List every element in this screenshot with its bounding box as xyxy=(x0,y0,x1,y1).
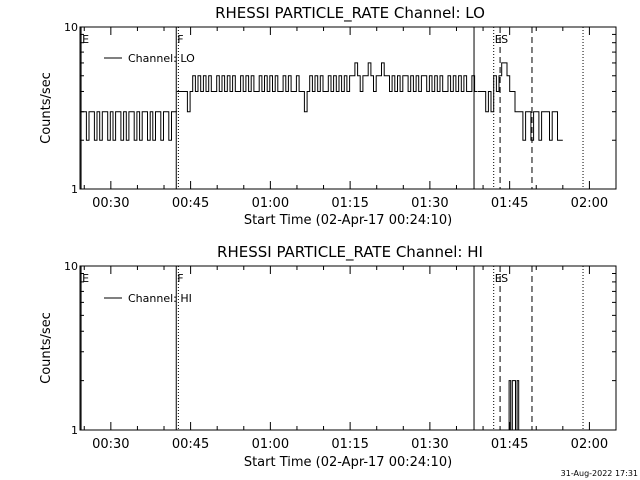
x-tick-label: 01:00 xyxy=(252,196,289,211)
x-axis-label: Start Time (02-Apr-17 00:24:10) xyxy=(244,455,452,470)
y-axis-label: Counts/sec xyxy=(39,72,54,144)
x-tick-label: 02:00 xyxy=(571,437,608,452)
y-axis-ticks: 1 10 xyxy=(64,21,616,196)
x-tick-label: 00:30 xyxy=(92,437,129,452)
x-tick-label: 01:15 xyxy=(331,437,368,452)
marker-label: E xyxy=(82,272,89,285)
x-tick-label: 02:00 xyxy=(571,196,608,211)
series-line xyxy=(507,380,521,431)
x-tick-label: 00:30 xyxy=(92,196,129,211)
x-tick-label: 00:45 xyxy=(172,437,209,452)
x-tick-label: 01:45 xyxy=(491,437,528,452)
x-tick-label: 01:45 xyxy=(491,196,528,211)
plot-frame xyxy=(79,26,617,190)
y-tick-label: 10 xyxy=(64,21,78,34)
chart-title: RHESSI PARTICLE_RATE Channel: LO xyxy=(215,4,485,23)
series-group xyxy=(507,380,521,431)
marker-label: E xyxy=(495,33,502,46)
x-tick-label: 01:15 xyxy=(331,196,368,211)
x-axis-label: Start Time (02-Apr-17 00:24:10) xyxy=(244,213,452,228)
plot-frame xyxy=(79,265,617,431)
x-tick-label: 00:45 xyxy=(172,196,209,211)
marker-label: F xyxy=(177,272,183,285)
y-tick-label: 10 xyxy=(64,260,78,273)
series-line xyxy=(176,62,478,113)
footer-timestamp: 31-Aug-2022 17:31 xyxy=(561,469,638,478)
x-tick-label: 01:30 xyxy=(411,196,448,211)
y-axis-ticks: 1 10 xyxy=(64,260,616,437)
marker-label: S xyxy=(501,33,508,46)
y-tick-label: 1 xyxy=(71,424,78,437)
x-axis-ticks: 00:30 00:45 01:00 01:15 01:30 01:45 02:00 xyxy=(83,266,608,452)
x-tick-label: 01:30 xyxy=(411,437,448,452)
marker-label: E xyxy=(82,33,89,46)
chart-title: RHESSI PARTICLE_RATE Channel: HI xyxy=(217,243,483,262)
marker-label: E xyxy=(495,272,502,285)
x-tick-label: 01:00 xyxy=(252,437,289,452)
x-axis-ticks: 00:30 00:45 01:00 01:15 01:30 01:45 02:00 xyxy=(83,27,608,211)
series-line xyxy=(477,62,563,141)
legend-label: Channel: HI xyxy=(128,292,192,305)
marker-label: S xyxy=(501,272,508,285)
series-line xyxy=(81,111,177,141)
y-tick-label: 1 xyxy=(71,183,78,196)
marker-label: F xyxy=(177,33,183,46)
y-axis-label: Counts/sec xyxy=(39,312,54,384)
series-group xyxy=(81,62,563,141)
legend-label: Channel: LO xyxy=(128,52,195,65)
